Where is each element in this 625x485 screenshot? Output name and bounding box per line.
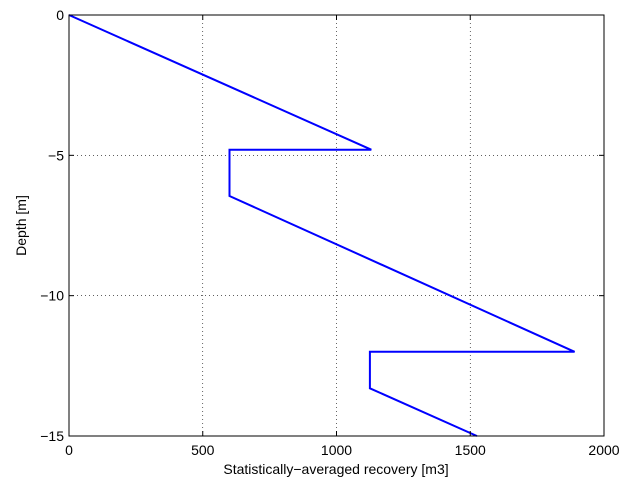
x-tick-label: 1500 (455, 442, 486, 458)
plot-background (69, 15, 604, 436)
y-tick-label: −5 (48, 147, 64, 163)
x-axis-label: Statistically−averaged recovery [m3] (223, 461, 448, 477)
x-tick-labels: 0 500 1000 1500 2000 (65, 442, 620, 458)
y-tick-labels: 0 −5 −10 −15 (40, 7, 64, 444)
series-layer (68, 14, 576, 437)
x-tick-label: 2000 (588, 442, 619, 458)
series-line (68, 14, 576, 437)
x-tick-label: 0 (65, 442, 73, 458)
y-axis-label: Depth [m] (13, 195, 29, 256)
x-tick-label: 1000 (321, 442, 352, 458)
y-tick-label: −10 (40, 288, 64, 304)
y-tick-label: 0 (56, 7, 64, 23)
y-tick-label: −15 (40, 428, 64, 444)
tick-marks (68, 14, 605, 437)
x-tick-label: 500 (191, 442, 215, 458)
